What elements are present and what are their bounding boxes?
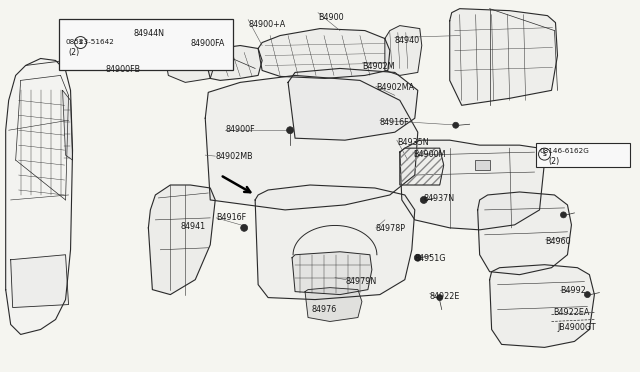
Polygon shape bbox=[477, 192, 572, 275]
Text: 84900F: 84900F bbox=[225, 125, 255, 134]
Text: (2): (2) bbox=[68, 48, 80, 57]
Text: 84902MB: 84902MB bbox=[215, 152, 253, 161]
Text: 84941: 84941 bbox=[180, 222, 205, 231]
Text: 08523-51642: 08523-51642 bbox=[65, 39, 115, 45]
Text: B4900: B4900 bbox=[318, 13, 344, 22]
Text: 84979N: 84979N bbox=[346, 277, 377, 286]
Text: B4902MA: B4902MA bbox=[376, 83, 414, 92]
Text: 84976: 84976 bbox=[311, 305, 336, 314]
Polygon shape bbox=[288, 68, 418, 140]
Text: B4992: B4992 bbox=[561, 286, 586, 295]
Polygon shape bbox=[165, 45, 215, 82]
Circle shape bbox=[561, 212, 566, 218]
Text: S: S bbox=[543, 152, 547, 157]
Polygon shape bbox=[258, 29, 390, 78]
Polygon shape bbox=[6, 58, 72, 334]
Text: (2): (2) bbox=[548, 157, 560, 166]
Text: JB4900GT: JB4900GT bbox=[557, 324, 596, 333]
Polygon shape bbox=[131, 20, 158, 42]
Text: 84900+A: 84900+A bbox=[248, 20, 285, 29]
Text: 84922E: 84922E bbox=[430, 292, 460, 301]
Circle shape bbox=[414, 254, 421, 261]
Circle shape bbox=[452, 122, 459, 128]
Text: 84944N: 84944N bbox=[133, 29, 164, 38]
FancyBboxPatch shape bbox=[59, 19, 233, 70]
Text: B4935N: B4935N bbox=[397, 138, 428, 147]
Polygon shape bbox=[63, 90, 72, 160]
Polygon shape bbox=[148, 185, 215, 295]
Polygon shape bbox=[400, 140, 545, 230]
Circle shape bbox=[584, 292, 591, 298]
Text: 84900FA: 84900FA bbox=[190, 39, 225, 48]
Polygon shape bbox=[292, 252, 372, 295]
Polygon shape bbox=[205, 76, 418, 210]
Circle shape bbox=[241, 224, 248, 231]
Polygon shape bbox=[175, 23, 202, 45]
Text: B4922EA: B4922EA bbox=[554, 308, 590, 317]
Text: 84978P: 84978P bbox=[376, 224, 406, 233]
Polygon shape bbox=[305, 288, 362, 321]
Text: 84940: 84940 bbox=[395, 36, 420, 45]
Polygon shape bbox=[255, 185, 415, 299]
Polygon shape bbox=[450, 9, 557, 105]
Bar bbox=[475, 160, 490, 170]
FancyBboxPatch shape bbox=[536, 143, 630, 167]
Polygon shape bbox=[11, 255, 68, 308]
Text: 84900FB: 84900FB bbox=[106, 65, 141, 74]
Text: S: S bbox=[79, 40, 83, 45]
Polygon shape bbox=[385, 26, 422, 76]
Circle shape bbox=[436, 295, 443, 301]
Text: 08146-6162G: 08146-6162G bbox=[540, 148, 589, 154]
Text: 84937N: 84937N bbox=[424, 194, 455, 203]
Text: B4960: B4960 bbox=[545, 237, 571, 246]
Polygon shape bbox=[208, 45, 262, 80]
Text: B4916F: B4916F bbox=[216, 213, 246, 222]
Text: B4900M: B4900M bbox=[413, 150, 445, 159]
Text: 84951G: 84951G bbox=[415, 254, 446, 263]
Polygon shape bbox=[490, 265, 595, 347]
Circle shape bbox=[287, 127, 294, 134]
Text: 84916F: 84916F bbox=[380, 118, 410, 127]
Text: B4902M: B4902M bbox=[362, 62, 394, 71]
Circle shape bbox=[420, 196, 428, 203]
